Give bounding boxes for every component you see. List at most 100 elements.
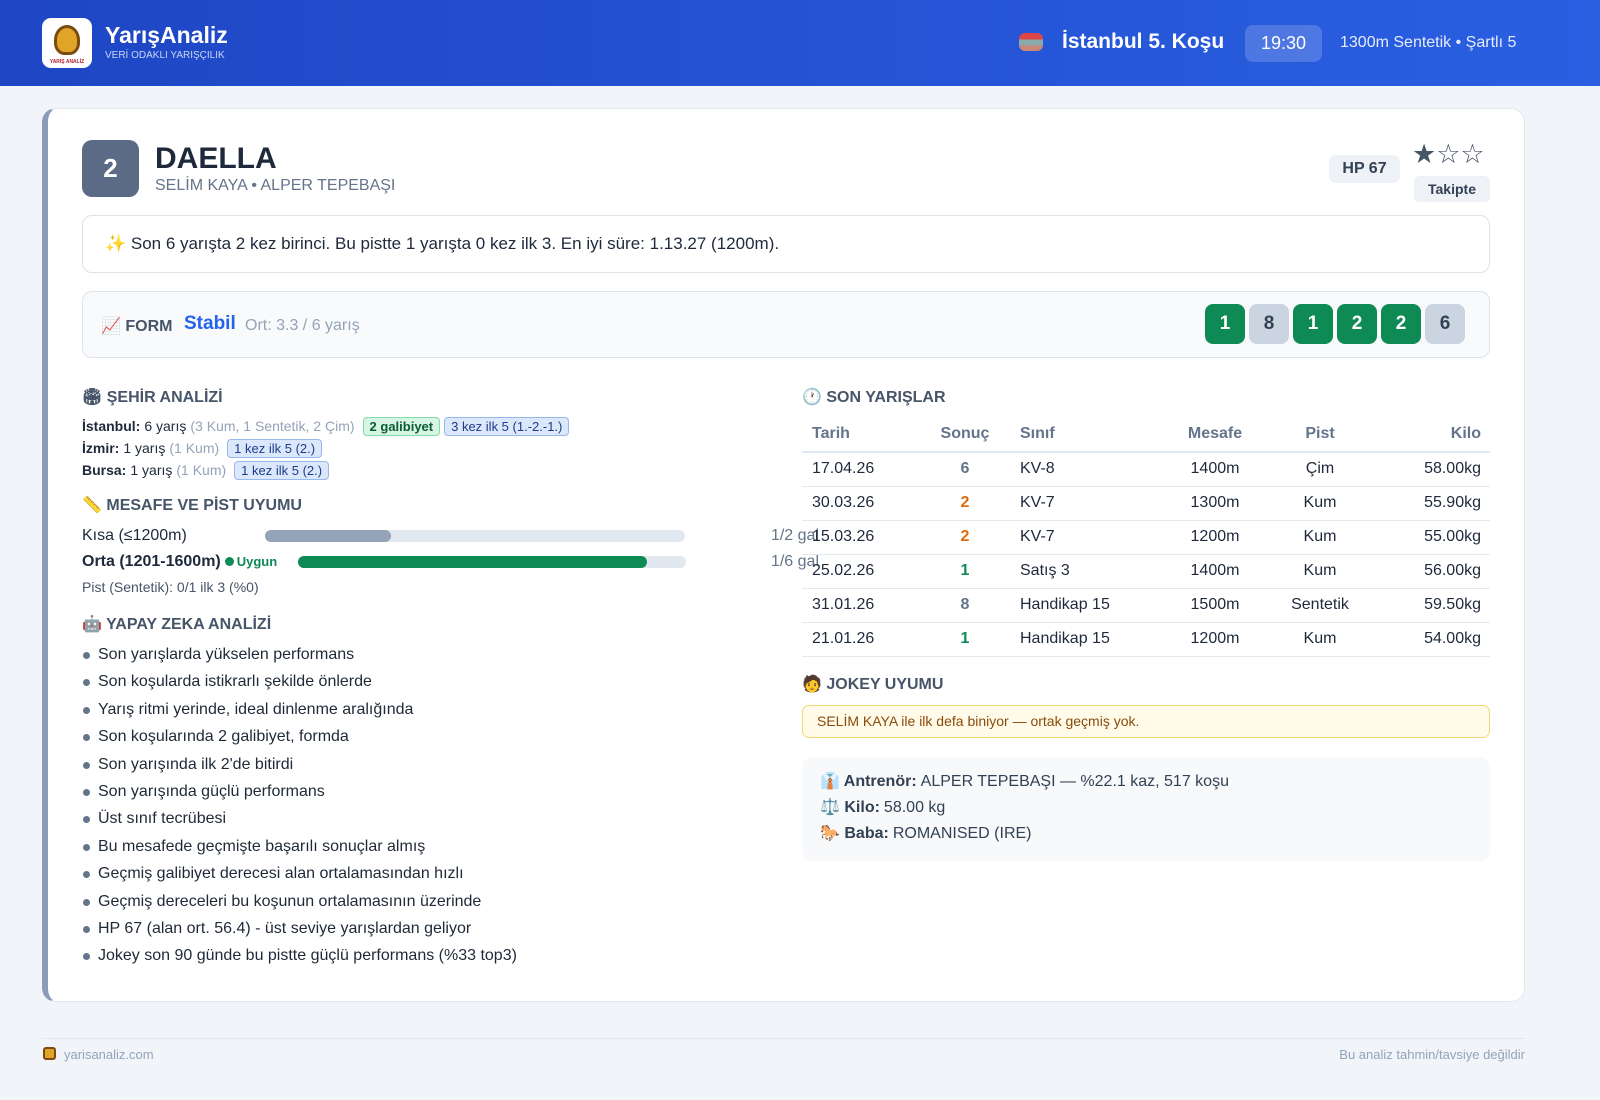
footer-site[interactable]: yarisanaliz.com: [64, 1047, 154, 1062]
section-title: 🏟 ŞEHİR ANALİZİ: [82, 389, 223, 406]
detail-value: ROMANISED (IRE): [892, 824, 1032, 842]
ai-item: Son yarışında güçlü performans: [82, 778, 782, 805]
race-cell: KV-8: [1000, 452, 1160, 487]
horse-name: DAELLA: [155, 142, 277, 175]
column-header: Pist: [1270, 416, 1370, 453]
follow-button[interactable]: Takipte: [1414, 176, 1490, 202]
race-cell: 58.00kg: [1370, 452, 1490, 487]
horse-card: 2 DAELLA SELİM KAYA • ALPER TEPEBAŞI HP …: [42, 108, 1525, 1002]
distance-list: Kısa (≤1200m) 1/2 gal Orta (1201-1600m) Uyg…: [82, 523, 819, 575]
right-column: 🕐 SON YARIŞLAR Tarih Sonuç Sınıf Mesafe Pist…: [802, 386, 1490, 861]
ai-item: HP 67 (alan ort. 56.4) - üst seviye yarı…: [82, 915, 782, 942]
city-races: 1 yarış: [123, 440, 166, 456]
distance-row: Orta (1201-1600m) Uygun 1/6 gal: [82, 549, 819, 575]
race-cell: Handikap 15: [1000, 622, 1160, 657]
summary: ✨ Son 6 yarışta 2 kez birinci. Bu pistte…: [82, 215, 1490, 273]
detail-row: 👔 Antrenör: ALPER TEPEBAŞI — %22.1 kaz, 5…: [820, 769, 1472, 795]
race-cell: 59.50kg: [1370, 588, 1490, 623]
detail-label: 👔 Antrenör:: [820, 772, 917, 790]
race-cell: 1: [930, 554, 1000, 589]
ai-item: Son yarışlarda yükselen performans: [82, 641, 782, 668]
city-name: İzmir:: [82, 440, 120, 456]
city-row: İstanbul: 6 yarış (3 Kum, 1 Sentetik, 2 Çi…: [82, 415, 782, 437]
race-cell: 31.01.26: [802, 588, 930, 623]
form-result: 8: [1249, 304, 1289, 344]
ai-item: Üst sınıf tecrübesi: [82, 805, 782, 832]
race-cell: KV-7: [1000, 486, 1160, 521]
race-cell: 1400m: [1160, 452, 1270, 487]
race-cell: 2: [930, 520, 1000, 555]
form-result: 6: [1425, 304, 1465, 344]
ai-item: Geçmiş dereceleri bu koşunun ortalamasın…: [82, 888, 782, 915]
race-cell: 56.00kg: [1370, 554, 1490, 589]
city-name: İstanbul:: [82, 418, 141, 434]
race-row: 30.03.26 2 KV-7 1300m Kum 55.90kg: [802, 486, 1490, 521]
city-row: İzmir: 1 yarış (1 Kum) 1 kez ilk 5 (2.): [82, 437, 782, 459]
race-cell: 1: [930, 622, 1000, 657]
race-cell: 30.03.26: [802, 486, 930, 521]
table-body: 17.04.26 6 KV-8 1400m Çim 58.00kg 30.03.26 2 KV-…: [802, 452, 1490, 657]
form-trend: Stabil: [184, 313, 236, 334]
footer-divider: [42, 1038, 1525, 1039]
details-box: 👔 Antrenör: ALPER TEPEBAŞI — %22.1 kaz, 5…: [802, 756, 1490, 861]
distance-name: Kısa (≤1200m): [82, 527, 187, 544]
section-title: 📏 MESAFE VE PİST UYUMU: [82, 497, 302, 514]
track-fit: Pist (Sentetik): 0/1 ilk 3 (%0): [82, 579, 259, 595]
city-badge: 3 kez ilk 5 (1.-2.-1.): [444, 416, 570, 436]
city-badge: 1 kez ilk 5 (2.): [227, 438, 323, 458]
detail-row: 🐎 Baba: ROMANISED (IRE): [820, 821, 1472, 847]
distance-bar-fill: [265, 530, 391, 542]
left-column: 🏟 ŞEHİR ANALİZİ İstanbul: 6 yarış (3 Kum, …: [82, 386, 819, 970]
race-cell: 17.04.26: [802, 452, 930, 487]
race-conditions: 1300m Sentetik • Şartlı 5: [1340, 34, 1517, 51]
section-title: 🤖 YAPAY ZEKA ANALİZİ: [82, 616, 272, 633]
race-row: 25.02.26 1 Satış 3 1400m Kum 56.00kg: [802, 554, 1490, 589]
distance-bar: [265, 530, 685, 542]
column-header: Sonuç: [930, 416, 1000, 453]
race-cell: Kum: [1270, 554, 1370, 589]
horse-number: 2: [82, 140, 139, 197]
race-cell: Sentetik: [1270, 588, 1370, 623]
rating-stars[interactable]: ★☆☆: [1412, 139, 1485, 169]
race-cell: 1400m: [1160, 554, 1270, 589]
header: YARIŞ ANALİZ YarışAnaliz VERİ ODAKLI YAR…: [0, 0, 1600, 86]
race-cell: 1200m: [1160, 520, 1270, 555]
race-cell: Kum: [1270, 520, 1370, 555]
ai-item: Geçmiş galibiyet derecesi alan ortalamas…: [82, 860, 782, 887]
race-cell: Kum: [1270, 622, 1370, 657]
city-detail: (1 Kum): [176, 462, 227, 478]
distance-row: Kısa (≤1200m) 1/2 gal: [82, 523, 819, 549]
column-header: Kilo: [1370, 416, 1490, 453]
column-header: Mesafe: [1160, 416, 1270, 453]
logo[interactable]: YARIŞ ANALİZ: [42, 18, 92, 68]
race-cell: 25.02.26: [802, 554, 930, 589]
form-result: 1: [1293, 304, 1333, 344]
race-cell: Satış 3: [1000, 554, 1160, 589]
ai-item: Son koşularda istikrarlı şekilde önlerde: [82, 668, 782, 695]
section-title: 🕐 SON YARIŞLAR: [802, 389, 946, 406]
column-header: Sınıf: [1000, 416, 1160, 453]
city-detail: (3 Kum, 1 Sentetik, 2 Çim): [190, 418, 355, 434]
race-cell: 8: [930, 588, 1000, 623]
city-badge: 1 kez ilk 5 (2.): [234, 460, 330, 480]
race-cell: 1300m: [1160, 486, 1270, 521]
brand[interactable]: YarışAnaliz: [105, 22, 228, 48]
race-cell: KV-7: [1000, 520, 1160, 555]
city-races: 1 yarış: [130, 462, 173, 478]
race-cell: Çim: [1270, 452, 1370, 487]
distance-label: Kısa (≤1200m): [82, 523, 187, 549]
city-row: Bursa: 1 yarış (1 Kum) 1 kez ilk 5 (2.): [82, 459, 782, 481]
race-cell: 1200m: [1160, 622, 1270, 657]
table-header: Tarih Sonuç Sınıf Mesafe Pist Kilo: [802, 416, 1490, 453]
ai-item: Son yarışında ilk 2'de bitirdi: [82, 751, 782, 778]
detail-label: ⚖️ Kilo:: [820, 798, 880, 816]
city-detail: (1 Kum): [169, 440, 220, 456]
recent-races: Tarih Sonuç Sınıf Mesafe Pist Kilo 17.04.26 6 KV…: [802, 416, 1490, 657]
ai-list: Son yarışlarda yükselen performans Son ko…: [82, 641, 782, 970]
hp-badge: HP 67: [1329, 155, 1400, 183]
section-title: 🧑 JOKEY UYUMU: [802, 675, 944, 693]
ai-item: Yarış ritmi yerinde, ideal dinlenme aral…: [82, 696, 782, 723]
